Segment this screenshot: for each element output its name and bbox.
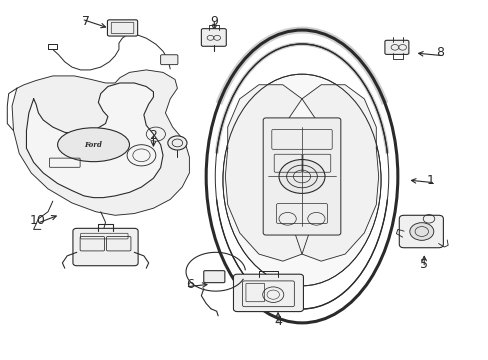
Ellipse shape xyxy=(58,128,129,162)
FancyBboxPatch shape xyxy=(399,215,443,248)
FancyBboxPatch shape xyxy=(107,20,137,36)
Circle shape xyxy=(409,223,433,240)
Polygon shape xyxy=(12,70,189,215)
Text: 8: 8 xyxy=(435,46,443,59)
Text: 3: 3 xyxy=(104,255,112,267)
Text: 9: 9 xyxy=(210,15,218,28)
FancyBboxPatch shape xyxy=(233,274,303,312)
Text: 7: 7 xyxy=(82,15,90,28)
FancyBboxPatch shape xyxy=(203,271,224,283)
Text: 4: 4 xyxy=(274,315,282,328)
Circle shape xyxy=(167,136,186,150)
Text: Ford: Ford xyxy=(84,141,102,149)
Text: 1: 1 xyxy=(426,174,434,186)
FancyBboxPatch shape xyxy=(263,118,340,235)
Text: 6: 6 xyxy=(186,278,194,291)
FancyBboxPatch shape xyxy=(73,228,138,266)
Polygon shape xyxy=(26,83,163,198)
Ellipse shape xyxy=(223,74,380,286)
Polygon shape xyxy=(225,85,311,261)
FancyBboxPatch shape xyxy=(160,55,178,65)
Text: 5: 5 xyxy=(419,258,427,271)
FancyBboxPatch shape xyxy=(201,29,226,46)
Text: 10: 10 xyxy=(30,214,45,227)
FancyBboxPatch shape xyxy=(384,40,408,54)
Text: 2: 2 xyxy=(149,129,157,143)
Polygon shape xyxy=(292,85,378,261)
Circle shape xyxy=(279,159,325,193)
